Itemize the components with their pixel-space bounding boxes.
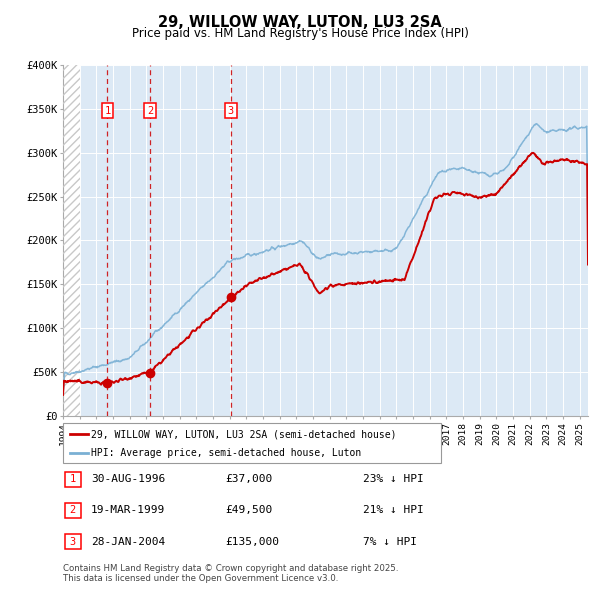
Text: 29, WILLOW WAY, LUTON, LU3 2SA (semi-detached house): 29, WILLOW WAY, LUTON, LU3 2SA (semi-det… [91, 430, 397, 440]
Bar [65, 503, 80, 518]
Text: 30-AUG-1996: 30-AUG-1996 [91, 474, 166, 484]
Text: Contains HM Land Registry data © Crown copyright and database right 2025.
This d: Contains HM Land Registry data © Crown c… [63, 563, 398, 583]
Text: 21% ↓ HPI: 21% ↓ HPI [363, 506, 424, 515]
Text: 7% ↓ HPI: 7% ↓ HPI [363, 537, 417, 546]
Bar [65, 471, 80, 487]
Text: £135,000: £135,000 [225, 537, 279, 546]
Text: £49,500: £49,500 [225, 506, 272, 515]
Text: 29, WILLOW WAY, LUTON, LU3 2SA: 29, WILLOW WAY, LUTON, LU3 2SA [158, 15, 442, 30]
Text: 3: 3 [70, 537, 76, 546]
Text: 1: 1 [104, 106, 110, 116]
Text: 3: 3 [228, 106, 234, 116]
Text: HPI: Average price, semi-detached house, Luton: HPI: Average price, semi-detached house,… [91, 448, 362, 458]
Text: Price paid vs. HM Land Registry's House Price Index (HPI): Price paid vs. HM Land Registry's House … [131, 27, 469, 40]
Text: 2: 2 [147, 106, 153, 116]
Text: 23% ↓ HPI: 23% ↓ HPI [363, 474, 424, 484]
Text: 1: 1 [70, 474, 76, 484]
Bar [63, 65, 80, 416]
Bar [63, 65, 80, 416]
Text: 2: 2 [70, 506, 76, 515]
Text: 19-MAR-1999: 19-MAR-1999 [91, 506, 166, 515]
Bar [65, 534, 80, 549]
Text: £37,000: £37,000 [225, 474, 272, 484]
Text: 28-JAN-2004: 28-JAN-2004 [91, 537, 166, 546]
